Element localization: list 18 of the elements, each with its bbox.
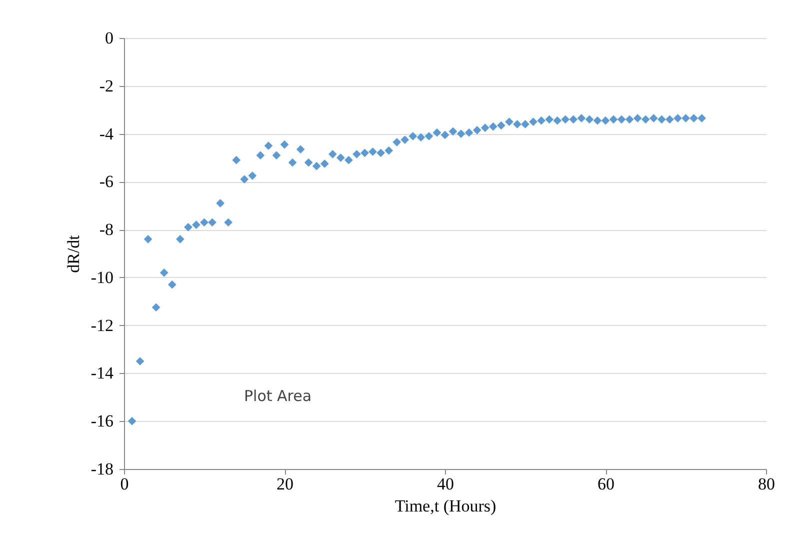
y-tick-label: -2 <box>99 76 114 96</box>
x-tick-label: 0 <box>120 474 129 494</box>
x-tick-label: 60 <box>598 474 614 494</box>
y-tick-label: -10 <box>90 268 114 287</box>
y-tick-label: -18 <box>90 460 114 478</box>
x-tick-label: 40 <box>437 474 454 494</box>
y-tick-label: -8 <box>99 220 114 240</box>
y-tick-label: -6 <box>99 172 114 192</box>
y-tick-label: 0 <box>105 28 114 48</box>
y-tick-label: -12 <box>90 316 114 335</box>
y-tick-label: -14 <box>90 364 114 383</box>
annotation: Plot Area <box>244 387 312 405</box>
x-tick-label: 80 <box>758 474 775 494</box>
y-axis-title: dR/dt <box>64 234 83 273</box>
x-tick-label: 20 <box>276 474 294 494</box>
y-tick-label: -4 <box>99 124 114 144</box>
y-tick-label: -16 <box>90 412 114 431</box>
x-axis-title: Time,t (Hours) <box>394 496 496 516</box>
